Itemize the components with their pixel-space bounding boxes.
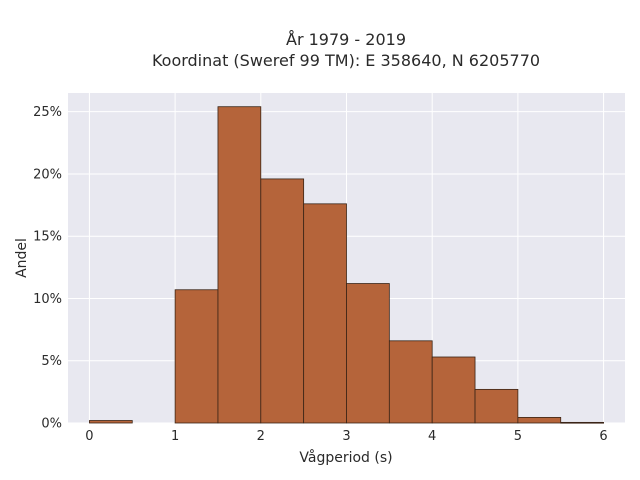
histogram-bar <box>560 421 604 424</box>
x-tick-labels: 0 1 2 3 4 5 6 <box>85 429 607 444</box>
histogram-bar <box>217 106 262 424</box>
chart-title-line1: År 1979 - 2019 <box>286 30 406 49</box>
histogram-bar <box>260 178 305 424</box>
y-tick-label: 25% <box>33 105 62 120</box>
y-tick-label: 10% <box>33 292 62 307</box>
x-tick-label: 2 <box>257 429 265 444</box>
histogram-bar <box>89 420 133 424</box>
x-tick-label: 4 <box>428 429 436 444</box>
y-tick-label: 0% <box>41 417 62 432</box>
x-tick-label: 3 <box>342 429 350 444</box>
histogram-bar <box>431 356 476 424</box>
y-tick-label: 15% <box>33 230 62 245</box>
y-tick-label: 5% <box>41 354 62 369</box>
x-tick-label: 0 <box>85 429 93 444</box>
bars <box>89 106 604 424</box>
histogram-bar <box>303 203 347 424</box>
histogram-bar <box>517 416 562 424</box>
x-tick-label: 5 <box>514 429 522 444</box>
y-tick-labels: 0% 5% 10% 15% 20% 25% <box>33 105 62 431</box>
y-tick-label: 20% <box>33 167 62 182</box>
x-axis-label: Vågperiod (s) <box>299 449 392 466</box>
y-axis-label: Andel <box>14 238 30 278</box>
chart-title-line2: Koordinat (Sweref 99 TM): E 358640, N 62… <box>152 51 540 70</box>
x-tick-label: 1 <box>171 429 179 444</box>
histogram-bar <box>346 283 390 424</box>
x-tick-label: 6 <box>599 429 607 444</box>
histogram-bar <box>174 289 219 424</box>
histogram-bar <box>388 340 433 424</box>
histogram-bar <box>474 388 519 424</box>
